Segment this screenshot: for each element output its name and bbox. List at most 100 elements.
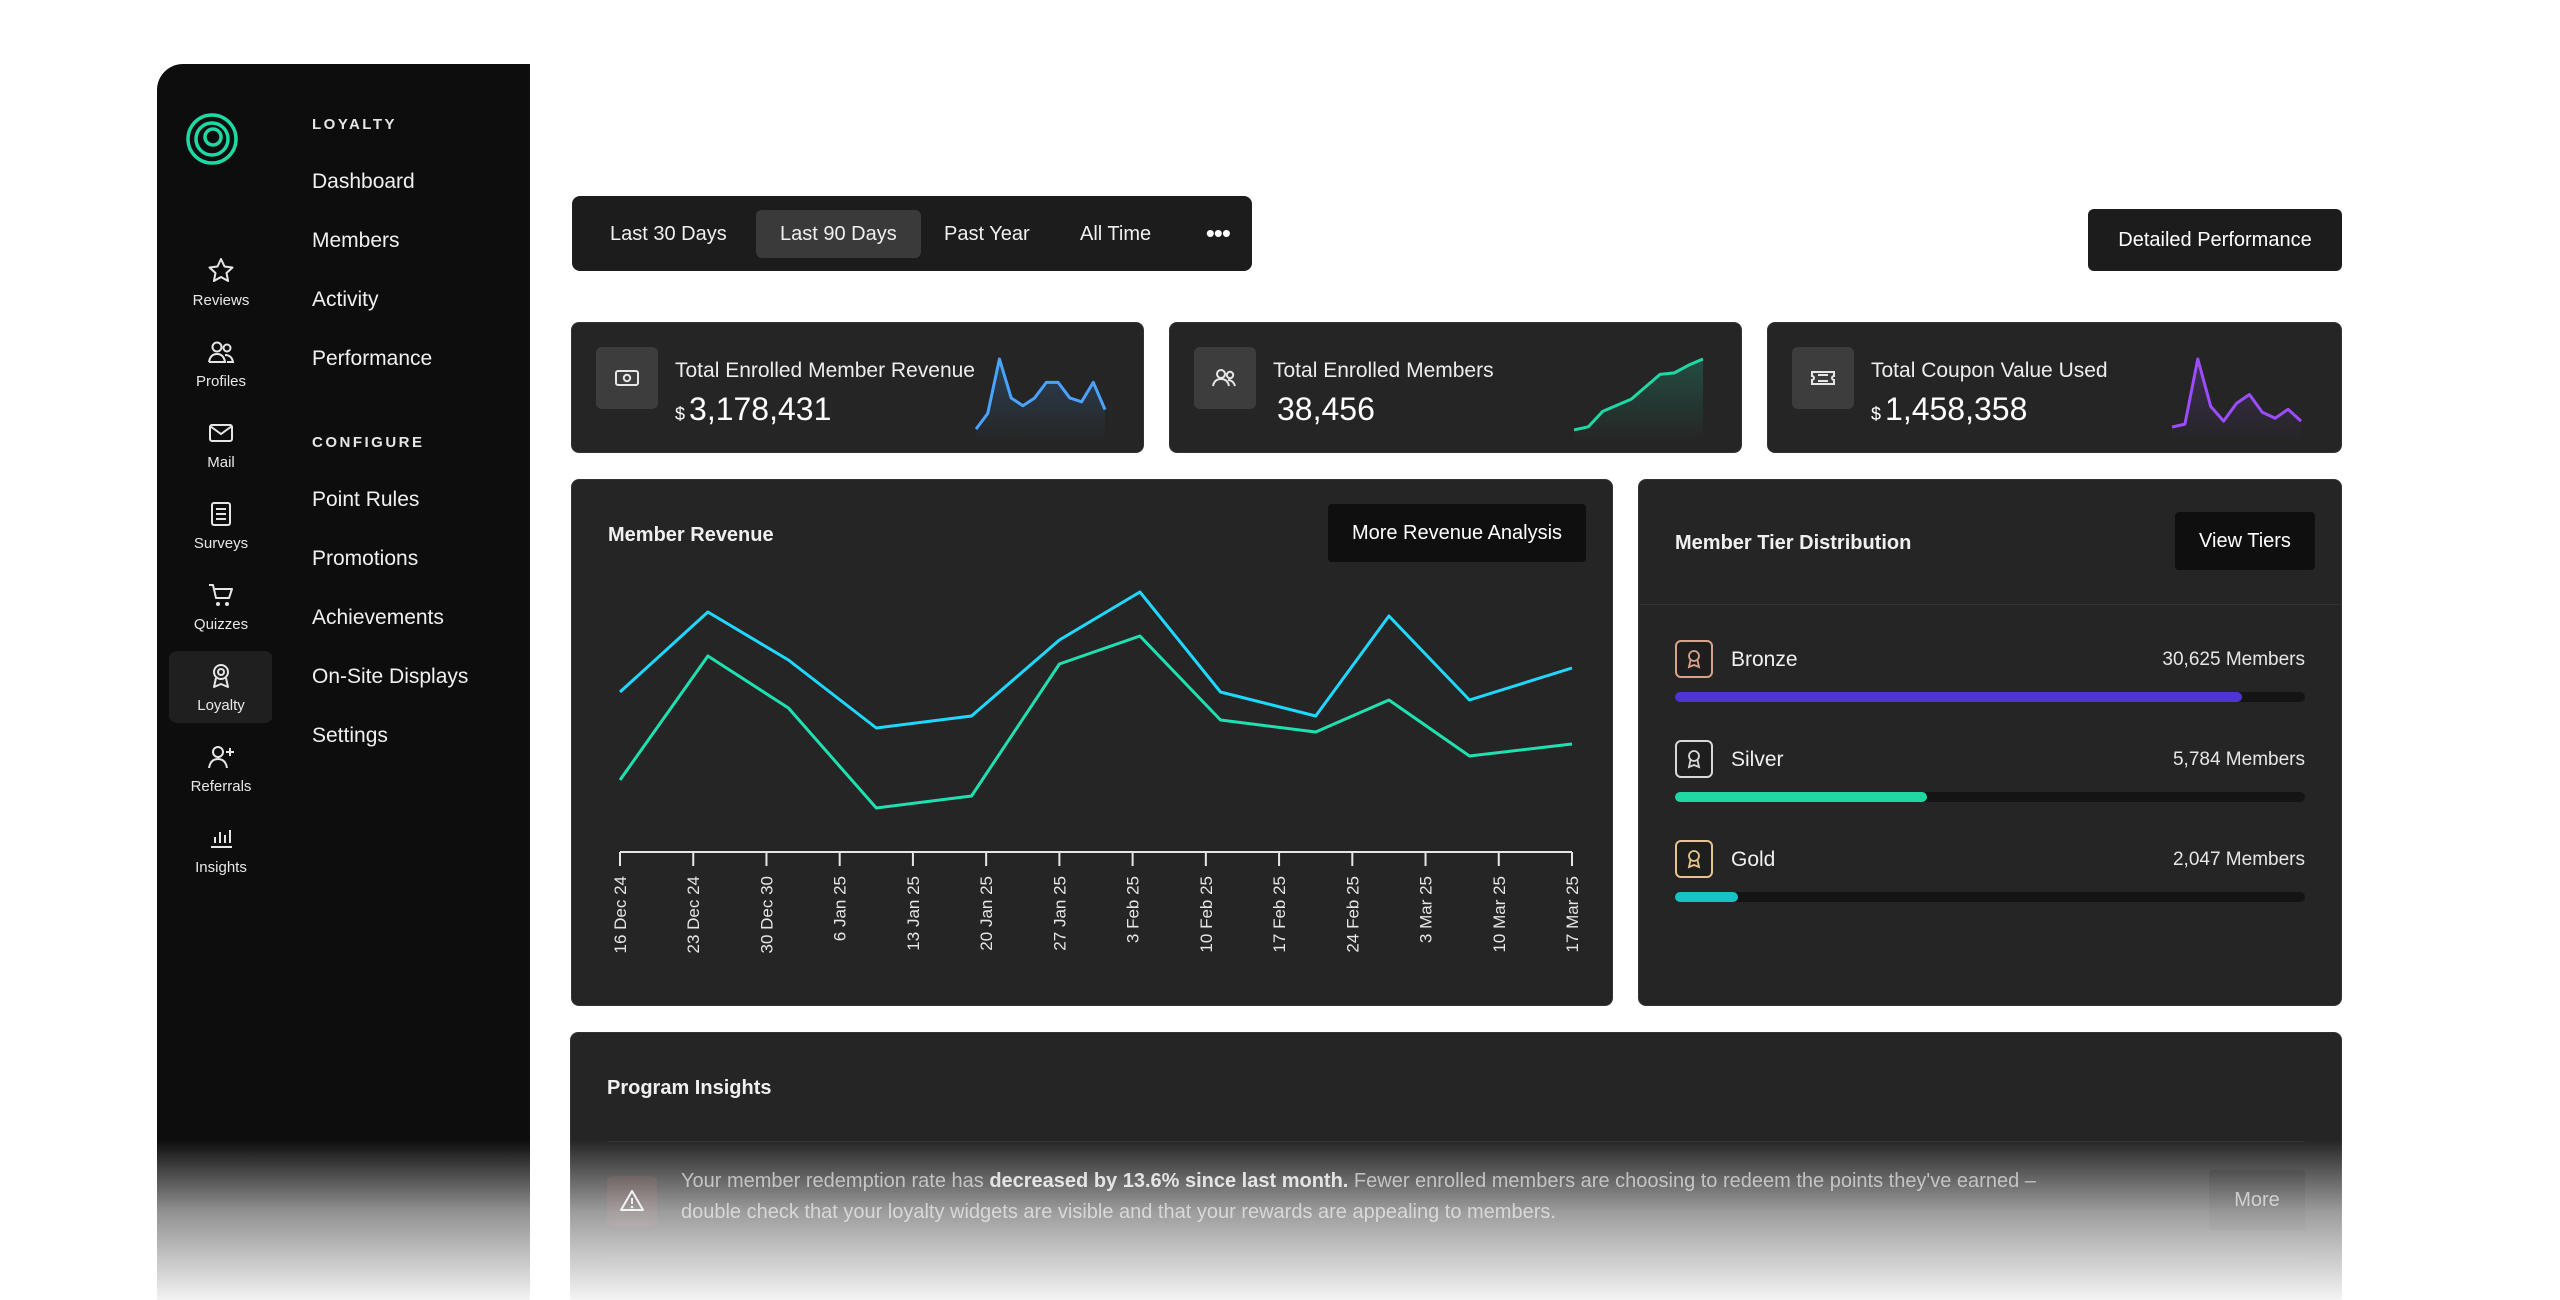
kpi-label: Total Enrolled Members xyxy=(1273,359,1494,382)
tier-row-gold[interactable]: Gold 2,047 Members xyxy=(1675,840,2305,930)
rail-item-label: Mail xyxy=(207,453,235,471)
revenue-series-line-1 xyxy=(618,590,1573,730)
tier-progress-track xyxy=(1675,792,2305,802)
more-revenue-analysis-button[interactable]: More Revenue Analysis xyxy=(1328,504,1586,562)
program-insights-card: Program Insights Your member redemption … xyxy=(570,1032,2342,1300)
sparkline-line xyxy=(1573,357,1704,432)
ticket-icon xyxy=(1792,347,1854,409)
tier-member-count: 30,625 Members xyxy=(2162,649,2305,670)
award-icon xyxy=(213,663,229,688)
tier-member-count: 2,047 Members xyxy=(2172,849,2305,870)
kpi-label: Total Enrolled Member Revenue xyxy=(675,359,975,382)
x-axis-tick-label: 30 Dec 30 xyxy=(757,876,776,954)
tier-badge-icon xyxy=(1675,640,1713,678)
rail-item-surveys[interactable]: Surveys xyxy=(169,489,273,561)
x-axis-tick-label: 24 Feb 25 xyxy=(1343,876,1362,953)
tier-badge-icon xyxy=(1675,740,1713,778)
brand-logo-icon[interactable] xyxy=(185,112,239,166)
sparkline-line xyxy=(2171,357,2303,429)
view-tiers-button[interactable]: View Tiers xyxy=(2175,512,2315,570)
nav-heading-loyalty: LOYALTY xyxy=(312,116,398,133)
x-axis-tick-label: 23 Dec 24 xyxy=(684,876,703,954)
x-axis-tick-label: 20 Jan 25 xyxy=(977,876,996,951)
rail-item-referrals[interactable]: Referrals xyxy=(169,732,273,804)
tier-badge-icon xyxy=(1675,840,1713,878)
tier-distribution-title: Member Tier Distribution xyxy=(1675,532,1912,554)
detailed-performance-button[interactable]: Detailed Performance xyxy=(2088,209,2342,271)
coupons-sparkline xyxy=(2171,357,2303,441)
rail-item-label: Referrals xyxy=(190,777,252,795)
more-options-icon[interactable]: ••• xyxy=(1205,218,1231,248)
x-axis-tick-label: 3 Feb 25 xyxy=(1124,876,1143,943)
sparkline-line xyxy=(974,357,1107,431)
kpi-value: $3,178,431 xyxy=(675,391,832,427)
rail-item-label: Reviews xyxy=(192,291,250,309)
mail-icon xyxy=(209,423,233,442)
icon-rail: Reviews Profiles Mail Surveys Quizzes Loyalty… xyxy=(157,64,277,1300)
tier-name: Silver xyxy=(1731,748,1784,771)
kpi-label: Total Coupon Value Used xyxy=(1871,359,2108,382)
nav-link-point-rules[interactable]: Point Rules xyxy=(312,488,420,511)
insight-more-button[interactable]: More xyxy=(2209,1170,2305,1230)
nav-link-achievements[interactable]: Achievements xyxy=(312,606,444,629)
rail-item-loyalty[interactable]: Loyalty xyxy=(169,651,277,723)
tier-row-bronze[interactable]: Bronze 30,625 Members xyxy=(1675,640,2305,730)
rail-item-reviews[interactable]: Reviews xyxy=(169,246,273,318)
tier-progress-track xyxy=(1675,892,2305,902)
survey-icon xyxy=(211,501,231,526)
revenue-sparkline xyxy=(974,357,1107,441)
section-nav: LOYALTY Dashboard Members Activity Perfo… xyxy=(272,64,530,1300)
rail-item-insights[interactable]: Insights xyxy=(169,813,273,885)
member-revenue-title: Member Revenue xyxy=(608,524,774,546)
filter-all-time[interactable]: All Time xyxy=(1080,222,1152,245)
tier-member-count: 5,784 Members xyxy=(2172,749,2305,770)
kpi-value: $1,458,358 xyxy=(1871,391,2028,427)
rail-item-label: Surveys xyxy=(193,534,249,552)
rail-item-profiles[interactable]: Profiles xyxy=(169,327,273,399)
x-axis-tick-label: 10 Feb 25 xyxy=(1197,876,1216,953)
filter-last-90-days[interactable]: Last 90 Days xyxy=(756,210,921,258)
users-icon xyxy=(1194,347,1256,409)
app-window: Reviews Profiles Mail Surveys Quizzes Loyalty… xyxy=(157,64,2560,1300)
tier-name: Bronze xyxy=(1731,648,1798,671)
rail-item-label: Insights xyxy=(195,858,247,876)
x-axis-tick-label: 17 Feb 25 xyxy=(1270,876,1289,953)
nav-heading-configure: CONFIGURE xyxy=(312,434,425,451)
insight-message: Your member redemption rate has decrease… xyxy=(681,1170,2036,1223)
tier-row-silver[interactable]: Silver 5,784 Members xyxy=(1675,740,2305,830)
kpi-card-coupons[interactable]: Total Coupon Value Used $1,458,358 xyxy=(1767,322,2342,453)
member-revenue-card: Member Revenue More Revenue Analysis 16 … xyxy=(571,479,1613,1006)
filter-last-30-days[interactable]: Last 30 Days xyxy=(610,222,727,245)
rail-item-quizzes[interactable]: Quizzes xyxy=(169,570,273,642)
member-revenue-line-chart: 16 Dec 24 23 Dec 24 30 Dec 30 6 Jan 25 13 Ja… xyxy=(611,590,1582,954)
rail-item-label: Quizzes xyxy=(193,615,249,633)
kpi-card-members[interactable]: Total Enrolled Members 38,456 xyxy=(1169,322,1742,453)
nav-link-activity[interactable]: Activity xyxy=(312,288,379,311)
insight-item: Your member redemption rate has decrease… xyxy=(607,1141,2305,1259)
nav-link-on-site-displays[interactable]: On-Site Displays xyxy=(312,665,469,688)
kpi-value: 38,456 xyxy=(1277,391,1375,427)
sparkline-area xyxy=(1574,359,1703,441)
nav-link-performance[interactable]: Performance xyxy=(312,347,433,370)
x-axis-tick-label: 3 Mar 25 xyxy=(1417,876,1436,943)
x-axis-tick-label: 6 Jan 25 xyxy=(831,876,850,941)
rail-item-mail[interactable]: Mail xyxy=(169,408,273,480)
members-sparkline xyxy=(1573,357,1704,441)
tier-progress-fill xyxy=(1675,892,1738,902)
nav-link-dashboard[interactable]: Dashboard xyxy=(312,170,415,193)
tier-progress-fill xyxy=(1675,792,1927,802)
date-range-filter: Last 30 Days Last 90 Days Past Year All … xyxy=(572,196,1252,271)
tier-progress-fill xyxy=(1675,692,2242,702)
x-axis-tick-label: 27 Jan 25 xyxy=(1050,876,1069,951)
nav-link-promotions[interactable]: Promotions xyxy=(312,547,419,570)
nav-link-settings[interactable]: Settings xyxy=(312,724,388,747)
tier-name: Gold xyxy=(1731,848,1776,871)
nav-link-members[interactable]: Members xyxy=(312,229,400,252)
filter-past-year[interactable]: Past Year xyxy=(944,222,1030,245)
bar-chart-icon xyxy=(211,829,232,848)
program-insights-title: Program Insights xyxy=(607,1077,772,1099)
divider xyxy=(1639,604,2341,605)
kpi-card-revenue[interactable]: Total Enrolled Member Revenue $3,178,431 xyxy=(571,322,1144,453)
x-axis-tick-label: 13 Jan 25 xyxy=(904,876,923,951)
